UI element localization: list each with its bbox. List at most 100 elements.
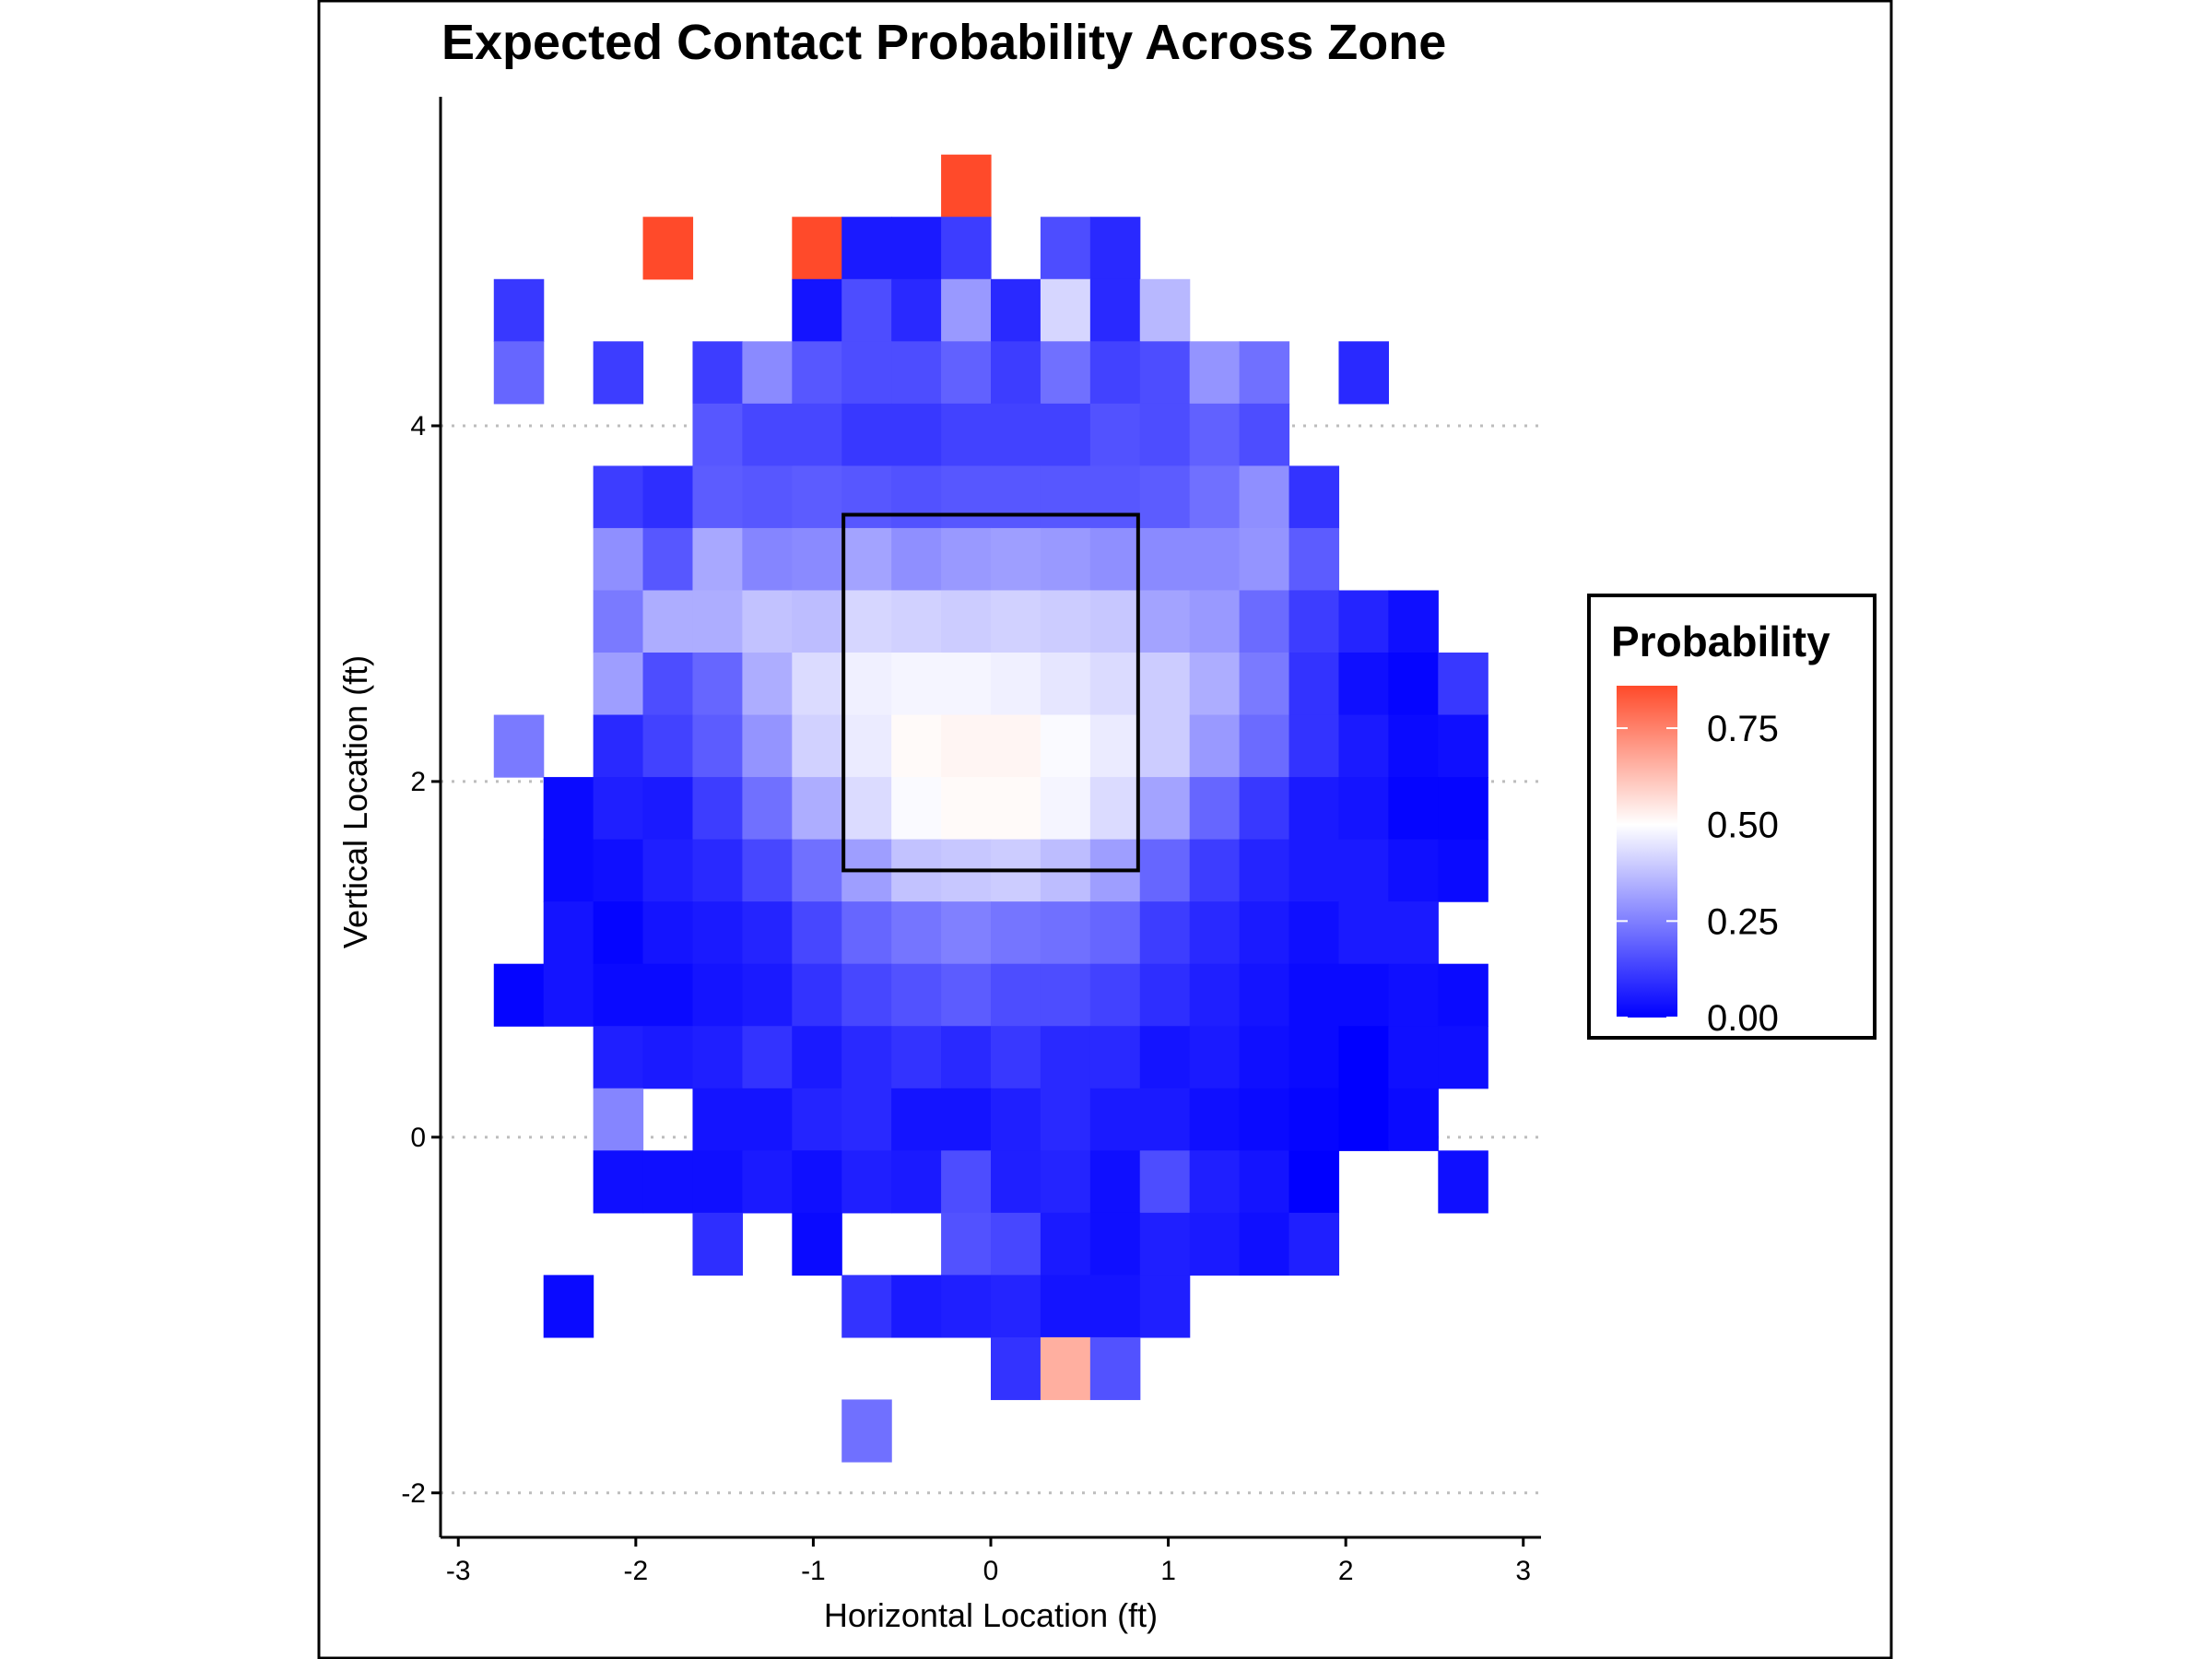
heatmap-cell (991, 777, 1041, 841)
heatmap-cells (493, 154, 1488, 1463)
heatmap-cell (692, 714, 743, 778)
heatmap-cell (1288, 963, 1340, 1027)
heatmap-cell (1239, 777, 1290, 841)
heatmap-cell (1040, 777, 1091, 841)
heatmap-cell (941, 341, 992, 405)
heatmap-cell (742, 901, 793, 965)
heatmap-cell (1288, 901, 1340, 965)
heatmap-cell (1388, 714, 1439, 778)
legend: Probability 0.75 0.50 0.25 0.00 (1587, 594, 1877, 1040)
heatmap-cell (841, 1275, 892, 1338)
heatmap-cell (742, 777, 793, 841)
heatmap-cell (593, 1026, 644, 1089)
heatmap-cell (1239, 1088, 1290, 1151)
heatmap-cell (891, 1275, 942, 1338)
heatmap-cell (642, 590, 694, 653)
heatmap-cell (692, 963, 743, 1027)
strike-zone-box (841, 512, 1140, 873)
heatmap-cell (792, 217, 842, 280)
heatmap-cell (891, 341, 942, 405)
heatmap-cell (1239, 901, 1290, 965)
heatmap-cell (642, 527, 694, 592)
heatmap-cell (891, 714, 942, 778)
heatmap-cell (692, 1150, 743, 1214)
heatmap-cell (1089, 1336, 1141, 1401)
heatmap-cell (1239, 465, 1290, 529)
heatmap-cell (792, 403, 842, 466)
x-tick-label: 2 (1338, 1556, 1354, 1586)
heatmap-cell (593, 1150, 644, 1214)
heatmap-cell (1089, 777, 1141, 841)
legend-tick-label: 0.00 (1707, 998, 1779, 1039)
legend-color-bar (1617, 686, 1677, 1018)
heatmap-cell (941, 217, 992, 280)
heatmap-cell (1040, 403, 1091, 466)
heatmap-cell (1189, 341, 1241, 405)
heatmap-cell (1189, 653, 1241, 716)
heatmap-cell (642, 1150, 694, 1214)
heatmap-cell (941, 1275, 992, 1338)
heatmap-cell (1189, 527, 1241, 592)
heatmap-cell (1139, 901, 1191, 965)
heatmap-cell (1388, 1026, 1439, 1089)
heatmap-cell (841, 403, 892, 466)
heatmap-cell (792, 901, 842, 965)
heatmap-cell (792, 1088, 842, 1151)
heatmap-cell (1040, 590, 1091, 653)
heatmap-cell (941, 1088, 992, 1151)
heatmap-cell (1388, 839, 1439, 902)
heatmap-cell (1089, 1026, 1141, 1089)
heatmap-cell (1040, 901, 1091, 965)
heatmap-cell (1438, 1026, 1488, 1089)
heatmap-cell (1139, 1088, 1191, 1151)
heatmap-cell (792, 839, 842, 902)
legend-tick-label: 0.75 (1707, 709, 1779, 749)
heatmap-cell (692, 1088, 743, 1151)
legend-tick-label: 0.25 (1707, 901, 1779, 942)
heatmap-cell (1239, 1150, 1290, 1214)
heatmap-cell (1040, 1275, 1091, 1338)
x-tick-label: -2 (623, 1556, 648, 1586)
heatmap-cell (742, 341, 793, 405)
x-tick-label: 0 (983, 1556, 999, 1586)
heatmap-cell (543, 901, 594, 965)
heatmap-cell (941, 777, 992, 841)
heatmap-cell (1139, 590, 1191, 653)
heatmap-cell (1189, 963, 1241, 1027)
heatmap-cell (891, 465, 942, 529)
strike-zone-layer (841, 512, 1140, 873)
heatmap-cell (1388, 590, 1439, 653)
heatmap-cell (1189, 839, 1241, 902)
heatmap-cell (891, 403, 942, 466)
y-tick-label: 4 (410, 411, 426, 441)
heatmap-cell (1189, 465, 1241, 529)
heatmap-cell (1438, 839, 1488, 902)
heatmap-cell (642, 465, 694, 529)
heatmap-cell (1189, 1088, 1241, 1151)
heatmap-cell (692, 341, 743, 405)
heatmap-cell (991, 590, 1041, 653)
heatmap-cell (692, 839, 743, 902)
heatmap-cell (1288, 839, 1340, 902)
heatmap-cell (841, 1088, 892, 1151)
heatmap-cell (891, 963, 942, 1027)
heatmap-cell (1089, 1212, 1141, 1276)
heatmap-cell (1139, 1026, 1191, 1089)
heatmap-cell (742, 714, 793, 778)
heatmap-cell (991, 963, 1041, 1027)
heatmap-cell (1040, 278, 1091, 342)
heatmap-cell (1139, 714, 1191, 778)
heatmap-cell (1040, 465, 1091, 529)
heatmap-cell (891, 590, 942, 653)
heatmap-cell (1388, 963, 1439, 1027)
heatmap-cell (1338, 901, 1389, 965)
heatmap-cell (692, 527, 743, 592)
heatmap-cell (792, 1150, 842, 1214)
heatmap-cell (792, 278, 842, 342)
heatmap-cell (991, 901, 1041, 965)
heatmap-cell (1338, 839, 1389, 902)
heatmap-cell (543, 777, 594, 841)
heatmap-cell (1089, 403, 1141, 466)
heatmap-cell (991, 341, 1041, 405)
